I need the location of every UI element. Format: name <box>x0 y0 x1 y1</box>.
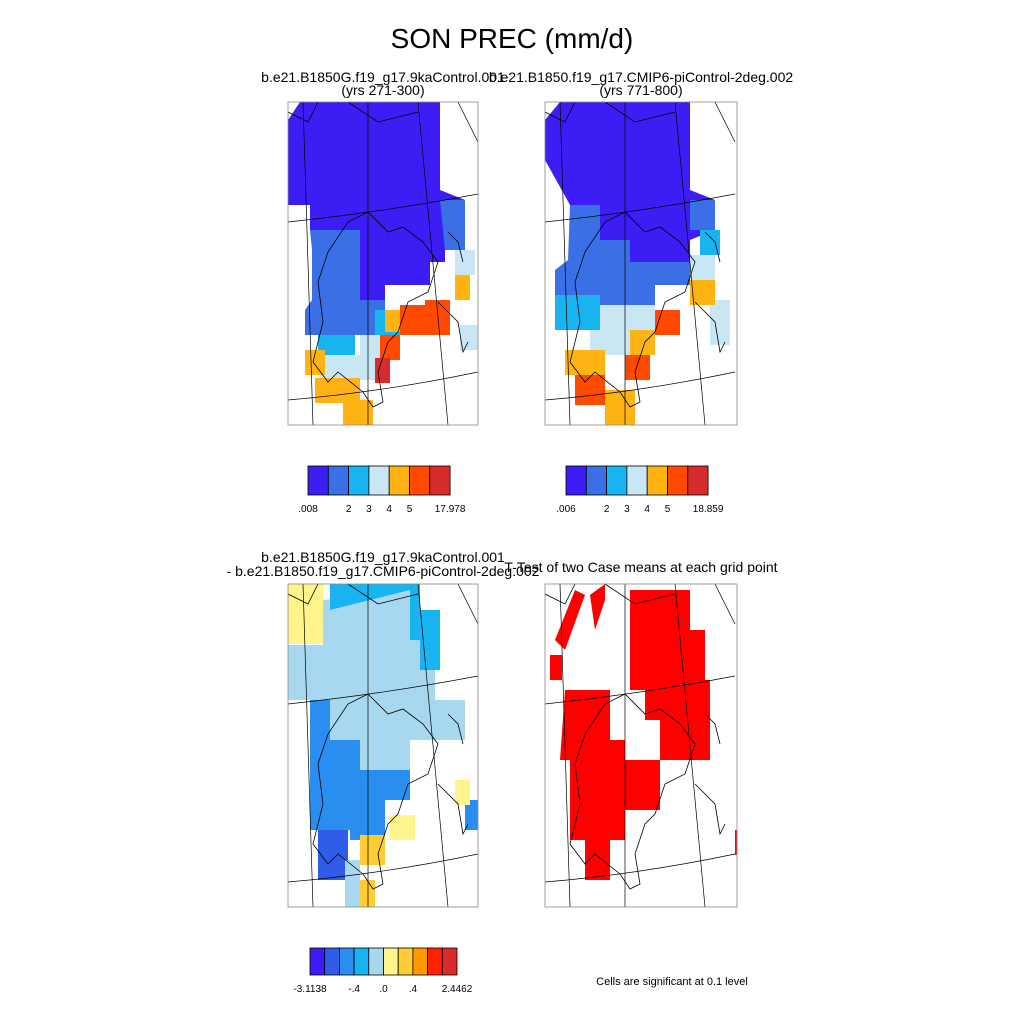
colorbar-box <box>397 947 414 976</box>
colorbar-box <box>309 947 326 976</box>
panel-title: b.e21.B1850G.f19_g17.9kaControl.001 <box>261 69 505 85</box>
colorbar-label: 3 <box>366 504 372 515</box>
colorbar-label: -3.1138 <box>293 984 327 995</box>
colorbar-label: 18.859 <box>693 504 724 515</box>
colorbar-box <box>687 465 709 496</box>
colorbar-box <box>412 947 428 976</box>
colorbars: .008 2 3 4 5 17.978 .006 2 3 4 5 18.859 -3.1138 -.4 .0… <box>293 465 724 995</box>
colorbar-label: -.4 <box>348 984 360 995</box>
colorbar-label: .006 <box>556 504 576 515</box>
colorbar-box <box>368 947 384 976</box>
colorbar-box <box>565 465 587 496</box>
colorbar-label: 4 <box>644 504 650 515</box>
colorbar-label: .0 <box>379 984 388 995</box>
colorbar-box <box>388 465 410 496</box>
colorbar-box <box>667 465 689 496</box>
colorbar-label: 17.978 <box>435 504 466 515</box>
panel-subtitle: (yrs 771-800) <box>599 82 682 98</box>
colorbar-box <box>353 947 370 976</box>
map-panel <box>545 584 737 907</box>
colorbar-label: 2 <box>346 504 352 515</box>
colorbar-label: 5 <box>665 504 671 515</box>
colorbar-box <box>429 465 451 496</box>
figure-title: SON PREC (mm/d) <box>391 23 634 54</box>
colorbar-label: 3 <box>624 504 630 515</box>
colorbar-box <box>427 947 443 976</box>
colorbar-box <box>626 465 648 496</box>
colorbar-box <box>327 465 349 496</box>
map-panel <box>545 102 736 425</box>
map-panel <box>288 102 478 425</box>
colorbar-box <box>409 465 431 496</box>
colorbar-label: 2.4462 <box>442 984 473 995</box>
colorbar-label: .008 <box>298 504 318 515</box>
colorbar-box <box>606 465 628 496</box>
panel-note: Cells are significant at 0.1 level <box>596 976 748 988</box>
colorbar-box <box>441 947 458 976</box>
colorbar-box <box>585 465 607 496</box>
panel-subtitle: (yrs 271-300) <box>341 82 424 98</box>
colorbar-label: 2 <box>604 504 610 515</box>
colorbar-label: .4 <box>409 984 418 995</box>
colorbar-box <box>307 465 329 496</box>
panel-subtitle: - b.e21.B1850.f19_g17.CMIP6-piControl-2d… <box>227 563 540 579</box>
colorbar-box <box>348 465 370 496</box>
panel-title: T-Test of two Case means at each grid po… <box>504 559 777 575</box>
colorbar-label: 5 <box>407 504 413 515</box>
colorbar-box <box>646 465 668 496</box>
map-panel <box>288 584 478 907</box>
colorbar-label: 4 <box>386 504 392 515</box>
colorbar-box <box>324 947 340 976</box>
colorbar-box <box>338 947 355 976</box>
colorbar-box <box>368 465 390 496</box>
colorbar-box <box>383 947 399 976</box>
panel-title: b.e21.B1850.f19_g17.CMIP6-piControl-2deg… <box>489 69 794 85</box>
panel-title: b.e21.B1850G.f19_g17.9kaControl.001 <box>261 549 505 565</box>
